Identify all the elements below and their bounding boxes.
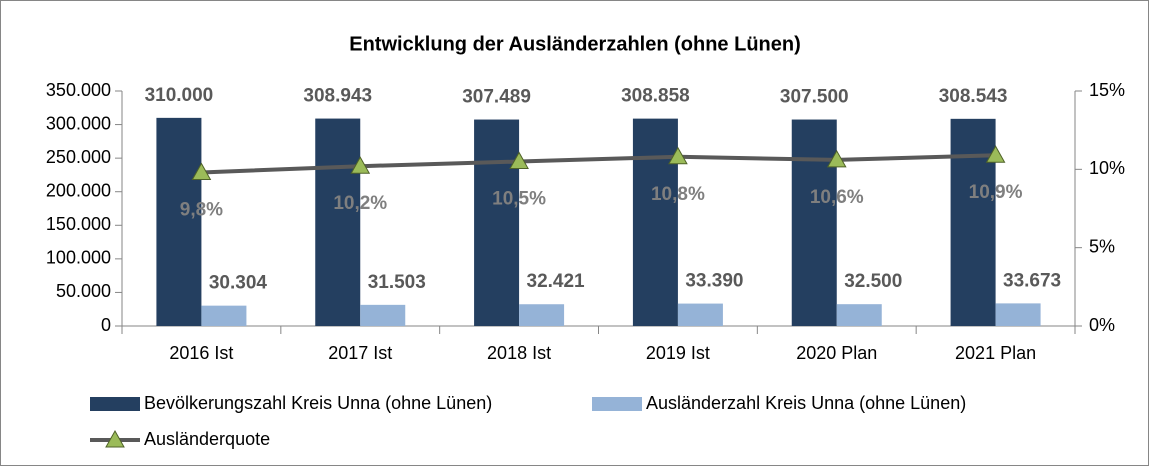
value-label: 32.500 [844, 271, 902, 292]
value-label: 32.421 [527, 271, 586, 292]
value-label: 310.000 [145, 85, 214, 106]
marker [985, 145, 1006, 163]
chart-title: Entwicklung der Ausländerzahlen (ohne Lü… [349, 33, 801, 55]
bar [519, 304, 565, 326]
x-tick-label: 2021 Plan [955, 343, 1036, 363]
value-label: 31.503 [368, 272, 426, 293]
legend-label: Bevölkerungszahl Kreis Unna (ohne Lünen) [144, 393, 492, 413]
bar [360, 304, 406, 326]
bar [836, 304, 882, 326]
value-label: 33.673 [1003, 270, 1061, 291]
bar [677, 303, 723, 326]
bar [632, 118, 678, 326]
value-label: 30.304 [209, 273, 268, 294]
value-label: 10,2% [333, 193, 387, 214]
y-tick-label: 200.000 [46, 180, 111, 200]
value-label: 9,8% [180, 199, 223, 220]
bar [950, 118, 996, 326]
marker [350, 156, 371, 174]
value-label: 10,9% [969, 182, 1023, 203]
bar [474, 119, 520, 327]
value-label: 10,6% [810, 187, 864, 208]
y2-tick-label: 15% [1089, 80, 1125, 100]
x-tick-label: 2019 Ist [646, 343, 710, 363]
bar [315, 118, 361, 327]
y-tick-label: 250.000 [46, 147, 111, 167]
marker [668, 146, 688, 165]
line [201, 153, 996, 175]
y2-tick-label: 10% [1089, 158, 1125, 178]
y2-tick-label: 5% [1089, 236, 1115, 256]
value-label: 33.390 [685, 271, 743, 292]
marker [191, 162, 212, 180]
x-tick-label: 2018 Ist [487, 343, 551, 363]
x-tick-label: 2017 Ist [328, 343, 392, 363]
value-label: 307.500 [780, 87, 849, 108]
y-tick-label: 150.000 [46, 214, 111, 234]
value-label: 308.943 [303, 86, 372, 107]
value-label: 307.489 [462, 87, 531, 108]
x-tick-label: 2020 Plan [796, 343, 877, 363]
legend-label: Ausländerquote [144, 429, 270, 449]
marker [826, 149, 847, 168]
legend-swatch [592, 397, 642, 411]
legend-marker [105, 429, 125, 448]
value-label: 308.543 [939, 86, 1008, 107]
legend-swatch [90, 397, 140, 411]
y-tick-label: 0 [101, 315, 111, 335]
legend-label: Ausländerzahl Kreis Unna (ohne Lünen) [646, 393, 966, 413]
bar [995, 303, 1041, 326]
bar [201, 305, 247, 326]
y2-tick-label: 0% [1089, 315, 1115, 335]
y-tick-label: 100.000 [46, 248, 111, 268]
marker [509, 151, 529, 169]
value-label: 10,5% [492, 189, 546, 210]
y-tick-label: 300.000 [46, 113, 111, 133]
y-tick-label: 50.000 [56, 281, 111, 301]
x-tick-label: 2016 Ist [169, 343, 233, 363]
value-label: 308.858 [621, 86, 690, 107]
bar [156, 117, 202, 326]
bar [791, 119, 837, 327]
y-tick-label: 350.000 [46, 80, 111, 100]
value-label: 10,8% [651, 184, 705, 205]
